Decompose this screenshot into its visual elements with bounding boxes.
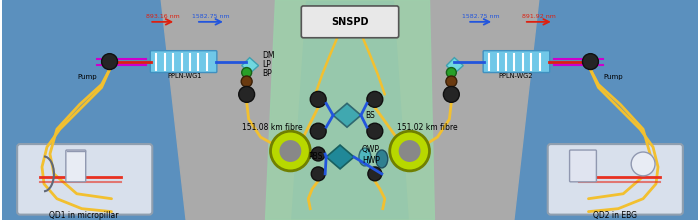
FancyBboxPatch shape: [66, 150, 85, 182]
Circle shape: [367, 91, 383, 107]
Polygon shape: [333, 103, 361, 127]
FancyBboxPatch shape: [18, 144, 153, 215]
Polygon shape: [326, 145, 354, 169]
FancyBboxPatch shape: [547, 144, 682, 215]
Text: LP: LP: [262, 60, 272, 69]
Text: 1582.75 nm: 1582.75 nm: [192, 14, 230, 19]
Circle shape: [367, 123, 383, 139]
Circle shape: [443, 86, 459, 102]
Circle shape: [310, 91, 326, 107]
Polygon shape: [395, 0, 539, 220]
Circle shape: [390, 131, 430, 171]
Text: 151.08 km fibre: 151.08 km fibre: [242, 123, 303, 132]
Text: BS: BS: [365, 111, 374, 120]
Text: 891.92 nm: 891.92 nm: [522, 14, 556, 19]
Circle shape: [399, 140, 421, 162]
Circle shape: [368, 167, 382, 181]
FancyBboxPatch shape: [301, 6, 399, 38]
Polygon shape: [265, 0, 435, 220]
Circle shape: [446, 76, 457, 87]
Text: HWP: HWP: [362, 156, 380, 166]
Circle shape: [239, 86, 255, 102]
Text: DM: DM: [262, 51, 275, 60]
Text: Pump: Pump: [603, 74, 623, 80]
FancyBboxPatch shape: [150, 51, 217, 72]
Circle shape: [447, 68, 456, 78]
Text: Pump: Pump: [77, 74, 97, 80]
Text: PPLN-WG2: PPLN-WG2: [498, 74, 533, 80]
Text: 893.16 nm: 893.16 nm: [146, 14, 180, 19]
Circle shape: [310, 123, 326, 139]
Text: SNSPD: SNSPD: [331, 17, 369, 27]
Polygon shape: [447, 58, 463, 74]
Text: PBS: PBS: [308, 152, 322, 162]
Text: PPLN-WG1: PPLN-WG1: [167, 74, 202, 80]
Circle shape: [312, 147, 326, 161]
Polygon shape: [161, 0, 305, 220]
Polygon shape: [241, 58, 258, 74]
Text: QD1 in micropillar: QD1 in micropillar: [49, 211, 118, 220]
Ellipse shape: [376, 150, 388, 168]
Circle shape: [312, 167, 326, 181]
Text: 1582.75 nm: 1582.75 nm: [462, 14, 500, 19]
Text: 151.02 km fibre: 151.02 km fibre: [397, 123, 458, 132]
Text: QD2 in EBG: QD2 in EBG: [594, 211, 637, 220]
Ellipse shape: [359, 148, 371, 166]
Circle shape: [631, 152, 655, 176]
FancyBboxPatch shape: [483, 51, 550, 72]
Circle shape: [241, 76, 252, 87]
Circle shape: [279, 140, 301, 162]
Text: BP: BP: [262, 69, 272, 78]
Circle shape: [102, 54, 118, 70]
Text: QWP: QWP: [362, 145, 380, 154]
FancyBboxPatch shape: [570, 150, 596, 182]
Circle shape: [582, 54, 598, 70]
Circle shape: [270, 131, 310, 171]
Circle shape: [241, 68, 251, 78]
